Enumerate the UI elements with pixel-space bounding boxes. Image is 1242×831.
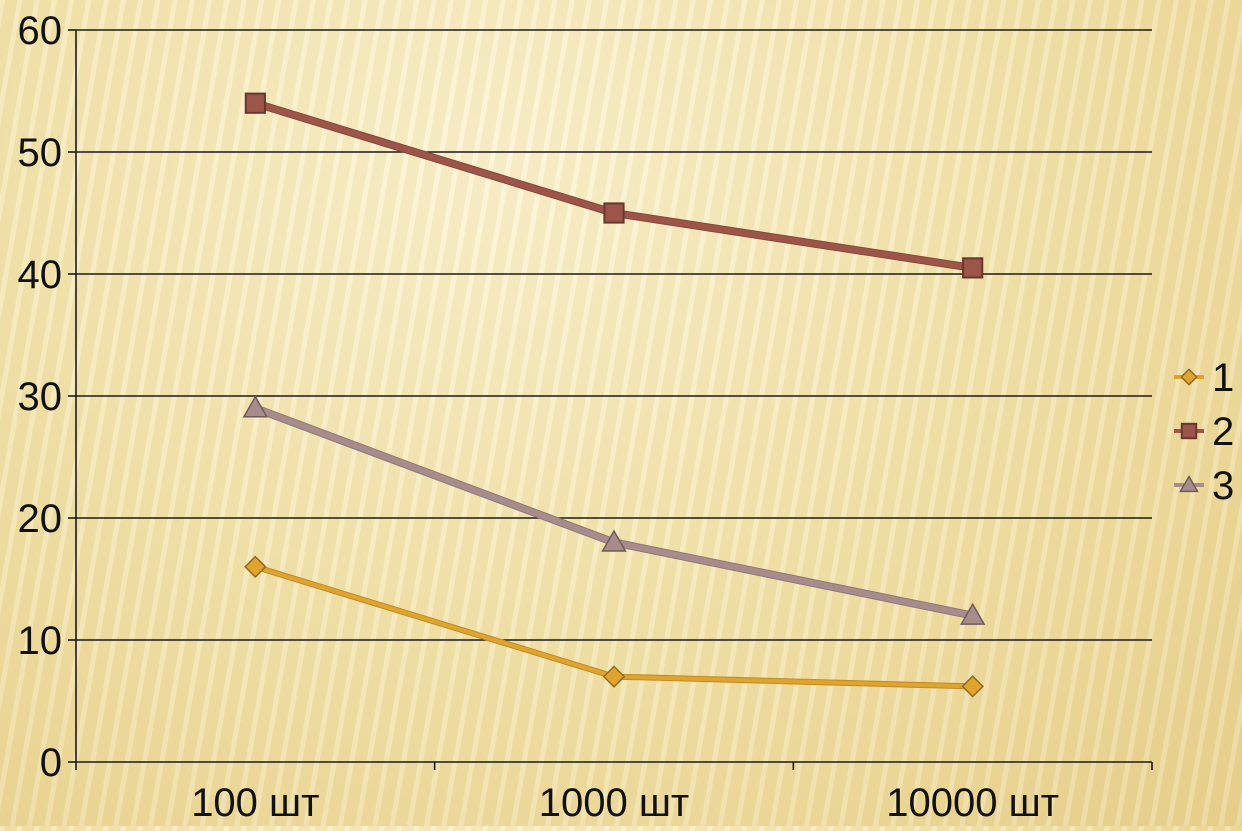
data-point — [959, 602, 986, 625]
series-line — [254, 100, 974, 271]
x-tick-label: 10000 шт — [886, 781, 1059, 825]
y-tick-label: 0 — [40, 741, 62, 785]
legend-label: 1 — [1212, 356, 1234, 400]
legend-label: 3 — [1212, 464, 1234, 508]
series-line — [254, 405, 974, 619]
legend-marker — [1180, 368, 1198, 386]
legend-item: 3 — [1174, 464, 1234, 508]
legend-item: 2 — [1174, 410, 1234, 454]
data-point — [962, 257, 984, 279]
series-line-outline — [254, 99, 974, 272]
y-tick-labels: 0 10 20 30 40 50 60 — [18, 9, 63, 785]
series-lines — [242, 92, 986, 698]
y-tick-label: 30 — [18, 375, 63, 419]
data-point — [242, 395, 269, 418]
y-tick-label: 40 — [18, 253, 63, 297]
legend: 1 2 3 — [1174, 356, 1234, 508]
data-point — [244, 92, 266, 114]
legend-item: 1 — [1174, 356, 1234, 400]
legend-marker — [1179, 474, 1199, 493]
legend-label: 2 — [1212, 410, 1234, 454]
x-tick-label: 1000 шт — [539, 781, 690, 825]
series-2 — [244, 92, 984, 279]
data-point — [603, 202, 625, 224]
x-tick-labels: 100 шт 1000 шт 10000 шт — [191, 781, 1059, 825]
y-tick-label: 10 — [18, 619, 63, 663]
y-tick-label: 60 — [18, 9, 63, 53]
data-point — [961, 675, 984, 698]
y-tick-label: 50 — [18, 131, 63, 175]
series-line-outline — [253, 404, 974, 620]
legend-marker — [1180, 422, 1198, 440]
series-3 — [242, 395, 986, 625]
axes — [68, 29, 1153, 770]
x-tick-label: 100 шт — [191, 781, 319, 825]
data-point — [601, 529, 627, 552]
series-1 — [244, 555, 984, 698]
data-point — [244, 555, 267, 579]
data-point — [602, 665, 626, 688]
y-tick-label: 20 — [18, 497, 63, 541]
